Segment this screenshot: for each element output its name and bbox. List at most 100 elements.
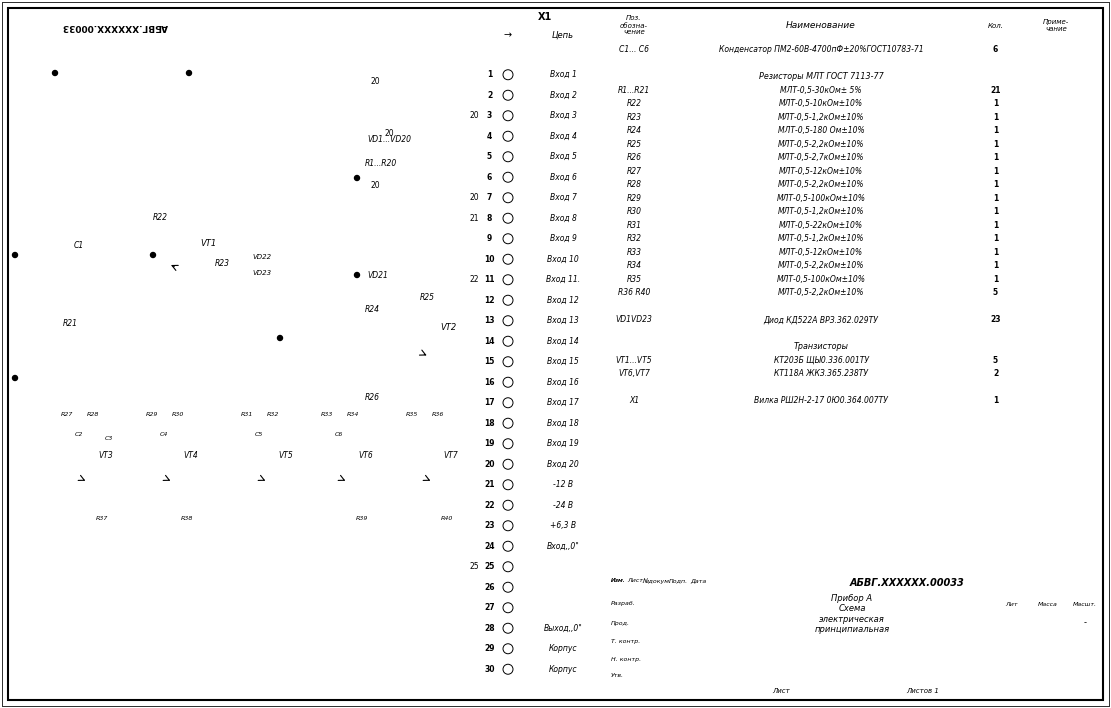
Text: 13: 13: [484, 316, 494, 325]
Bar: [608, 367, 1103, 380]
Text: R28: R28: [87, 411, 99, 416]
Text: Конденсатор ПМ2-60В-4700пФ±20%ГОСТ10783-71: Конденсатор ПМ2-60В-4700пФ±20%ГОСТ10783-…: [719, 45, 923, 55]
Bar: [608, 570, 1103, 700]
Text: R26: R26: [366, 394, 380, 403]
Bar: [468, 454, 481, 474]
Text: Лист: Лист: [628, 578, 643, 583]
Bar: [608, 340, 1103, 353]
Text: КТ118А ЖКЗ.365.238ТУ: КТ118А ЖКЗ.365.238ТУ: [774, 370, 868, 378]
Text: Вход 15: Вход 15: [547, 358, 579, 366]
Text: 15: 15: [484, 358, 494, 366]
Bar: [83, 510, 93, 526]
Text: 17: 17: [484, 398, 494, 407]
Text: R36: R36: [432, 411, 444, 416]
Text: Резисторы МЛТ ГОСТ 7113-77: Резисторы МЛТ ГОСТ 7113-77: [759, 72, 883, 81]
Polygon shape: [351, 273, 363, 281]
Bar: [518, 331, 608, 351]
Bar: [468, 167, 481, 188]
Bar: [498, 454, 518, 474]
Bar: [481, 64, 498, 85]
Text: Вход 19: Вход 19: [547, 439, 579, 448]
Bar: [407, 282, 417, 313]
Bar: [498, 208, 518, 229]
Text: 23: 23: [484, 521, 494, 530]
Bar: [481, 167, 498, 188]
Bar: [481, 639, 498, 659]
Text: МЛТ-0,5-100кОм±10%: МЛТ-0,5-100кОм±10%: [777, 275, 865, 284]
Bar: [468, 188, 481, 208]
Text: Дата: Дата: [690, 578, 707, 583]
Text: -: -: [1083, 619, 1087, 627]
Bar: [993, 633, 1103, 700]
Bar: [518, 167, 608, 188]
Text: 1: 1: [993, 221, 998, 230]
Text: X1: X1: [629, 396, 639, 405]
Bar: [481, 413, 498, 433]
Bar: [498, 249, 518, 270]
Bar: [608, 668, 711, 683]
Bar: [498, 188, 518, 208]
Bar: [608, 97, 1103, 110]
Text: Вход 12: Вход 12: [547, 296, 579, 304]
Bar: [498, 515, 518, 536]
Bar: [852, 682, 993, 700]
Text: R39: R39: [356, 515, 369, 520]
Text: Вход 4: Вход 4: [550, 132, 577, 141]
Bar: [608, 219, 1103, 232]
Bar: [608, 650, 711, 668]
Text: Вилка РШ2Н-2-17 0Ю0.364.007ТУ: Вилка РШ2Н-2-17 0Ю0.364.007ТУ: [754, 396, 888, 405]
Text: C3: C3: [106, 437, 113, 442]
Text: VT3: VT3: [98, 450, 112, 459]
Text: МЛТ-0,5-2,7кОм±10%: МЛТ-0,5-2,7кОм±10%: [778, 153, 864, 162]
Bar: [468, 577, 481, 598]
Bar: [74, 406, 84, 422]
Bar: [481, 351, 498, 372]
Text: Лит: Лит: [1005, 602, 1018, 607]
Text: 5: 5: [993, 355, 998, 365]
Text: 1: 1: [487, 70, 492, 79]
Bar: [468, 639, 481, 659]
Bar: [468, 85, 481, 105]
Text: 9: 9: [487, 234, 492, 244]
Bar: [518, 433, 608, 454]
Bar: [352, 156, 362, 172]
Bar: [498, 413, 518, 433]
Bar: [518, 290, 608, 311]
Bar: [608, 592, 711, 614]
Text: VD1VD23: VD1VD23: [615, 315, 652, 324]
Text: 1: 1: [993, 126, 998, 135]
Circle shape: [52, 71, 58, 76]
Text: Поз.
обозна-
чение: Поз. обозна- чение: [620, 16, 648, 35]
Bar: [481, 577, 498, 598]
Text: Вход 16: Вход 16: [547, 378, 579, 387]
Text: R27: R27: [61, 411, 73, 416]
Text: МЛТ-0,5-1,2кОм±10%: МЛТ-0,5-1,2кОм±10%: [778, 207, 864, 216]
Text: VD21: VD21: [367, 270, 388, 280]
Text: R23: R23: [627, 113, 641, 122]
Bar: [481, 249, 498, 270]
Text: 1: 1: [993, 139, 998, 149]
Bar: [608, 326, 1103, 340]
Bar: [468, 105, 481, 126]
Bar: [518, 126, 608, 147]
Bar: [468, 659, 481, 680]
Text: R25: R25: [627, 139, 641, 149]
Bar: [468, 229, 481, 249]
Bar: [498, 433, 518, 454]
Text: 1: 1: [993, 113, 998, 122]
Bar: [608, 110, 1103, 124]
Text: Кол.: Кол.: [988, 23, 1003, 28]
Bar: [50, 312, 60, 334]
Bar: [608, 124, 1103, 137]
Bar: [48, 406, 58, 422]
Text: R27: R27: [627, 167, 641, 176]
Text: Вход 13: Вход 13: [547, 316, 579, 325]
Text: R31: R31: [241, 411, 253, 416]
Text: 12: 12: [484, 296, 494, 304]
Text: R1...R20: R1...R20: [366, 159, 398, 169]
Bar: [481, 126, 498, 147]
Text: Разраб.: Разраб.: [611, 600, 635, 605]
Bar: [468, 372, 481, 392]
Text: R32: R32: [627, 234, 641, 244]
Bar: [498, 474, 518, 495]
